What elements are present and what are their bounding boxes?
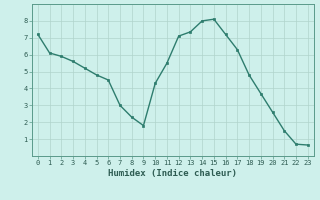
X-axis label: Humidex (Indice chaleur): Humidex (Indice chaleur)	[108, 169, 237, 178]
